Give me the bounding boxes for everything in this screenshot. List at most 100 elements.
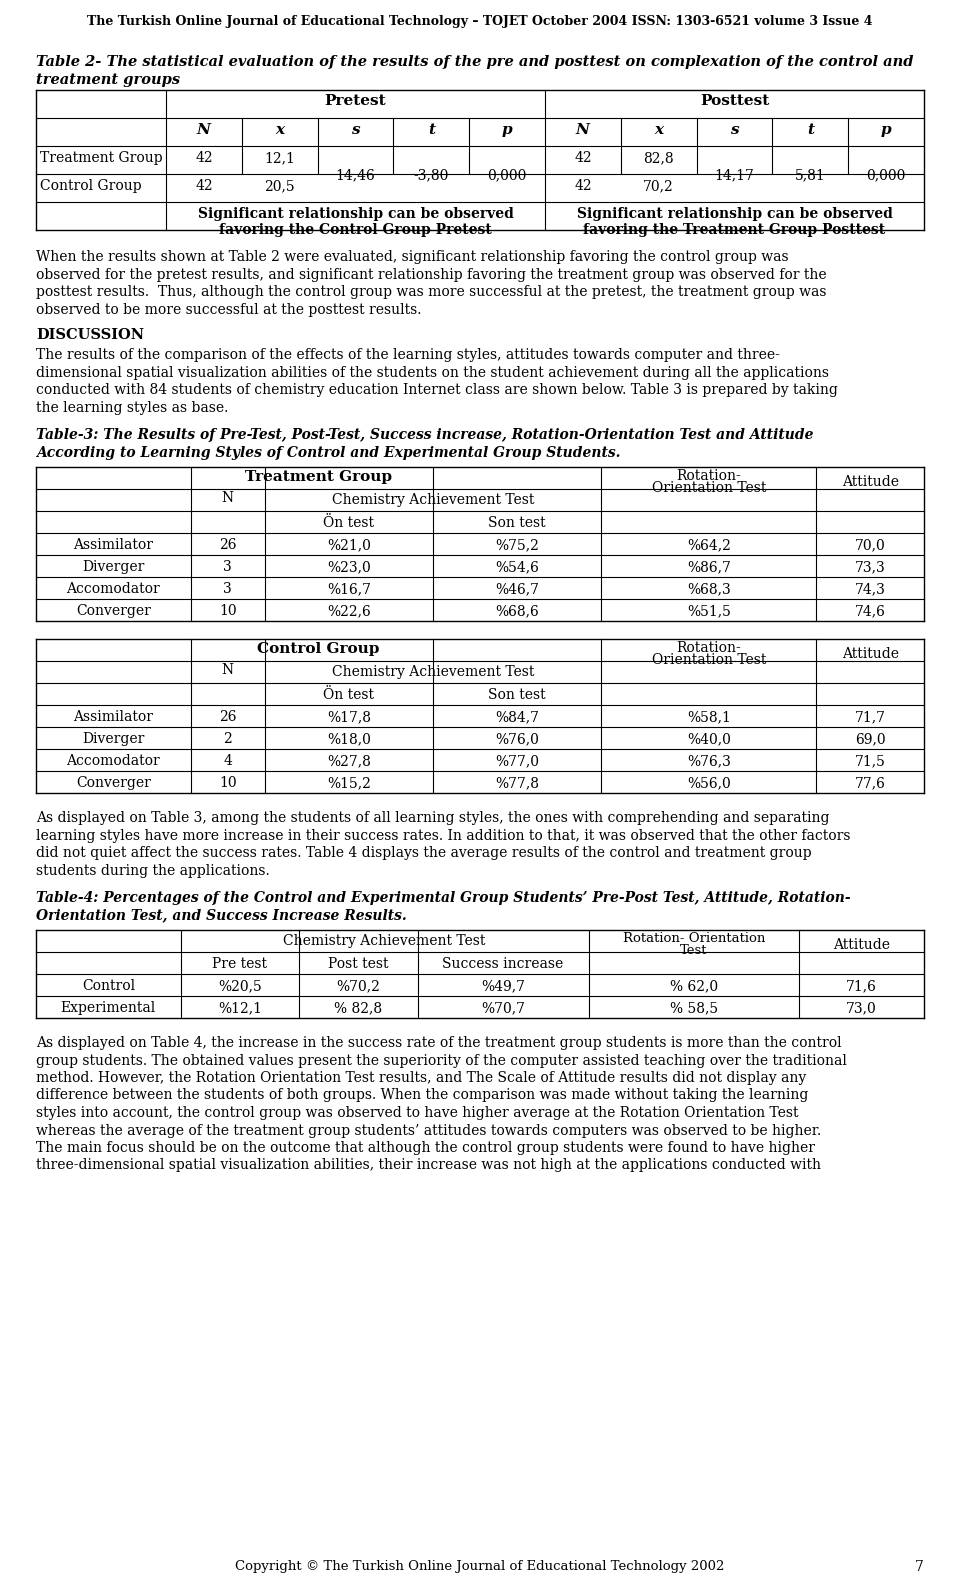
Text: %76,3: %76,3 [686, 754, 731, 768]
Text: Attitude: Attitude [833, 937, 890, 952]
Text: Son test: Son test [489, 688, 546, 702]
Text: 4: 4 [224, 754, 232, 768]
Text: Son test: Son test [489, 516, 546, 530]
Text: p: p [880, 123, 892, 137]
Text: %40,0: %40,0 [686, 732, 731, 746]
Text: three-dimensional spatial visualization abilities, their increase was not high a: three-dimensional spatial visualization … [36, 1158, 821, 1172]
Text: -3,80: -3,80 [414, 167, 449, 181]
Text: Significant relationship can be observed: Significant relationship can be observed [577, 207, 893, 221]
Text: Chemistry Achievement Test: Chemistry Achievement Test [283, 934, 486, 948]
Text: %22,6: %22,6 [327, 604, 371, 619]
Text: Pretest: Pretest [324, 95, 386, 107]
Text: DISCUSSION: DISCUSSION [36, 328, 144, 342]
Text: 26: 26 [219, 710, 236, 724]
Text: %21,0: %21,0 [327, 538, 371, 552]
Text: Attitude: Attitude [842, 647, 899, 661]
Text: Assimilator: Assimilator [73, 538, 154, 552]
Text: %84,7: %84,7 [495, 710, 539, 724]
Text: 71,7: 71,7 [854, 710, 886, 724]
Text: the learning styles as base.: the learning styles as base. [36, 401, 228, 415]
Text: Rotation-: Rotation- [677, 641, 741, 655]
Text: Assimilator: Assimilator [73, 710, 154, 724]
Text: 5,81: 5,81 [795, 167, 826, 181]
Text: observed to be more successful at the posttest results.: observed to be more successful at the po… [36, 303, 421, 317]
Text: Attitude: Attitude [842, 475, 899, 489]
Text: x: x [276, 123, 284, 137]
Text: Success increase: Success increase [443, 956, 564, 970]
Text: 3: 3 [224, 560, 232, 574]
Text: Copyright © The Turkish Online Journal of Educational Technology 2002: Copyright © The Turkish Online Journal o… [235, 1561, 725, 1573]
Text: N: N [197, 123, 211, 137]
Text: 14,46: 14,46 [336, 167, 375, 181]
Text: %77,0: %77,0 [495, 754, 539, 768]
Text: 20,5: 20,5 [264, 178, 295, 193]
Text: Orientation Test: Orientation Test [652, 653, 766, 667]
Text: %68,6: %68,6 [495, 604, 539, 619]
Text: Significant relationship can be observed: Significant relationship can be observed [198, 207, 514, 221]
Text: Posttest: Posttest [700, 95, 769, 107]
Text: Table 2- The statistical evaluation of the results of the pre and posttest on co: Table 2- The statistical evaluation of t… [36, 55, 914, 69]
Text: Control Group: Control Group [40, 178, 142, 193]
Text: Table-3: The Results of Pre-Test, Post-Test, Success increase, Rotation-Orientat: Table-3: The Results of Pre-Test, Post-T… [36, 428, 813, 442]
Text: favoring the Control Group Pretest: favoring the Control Group Pretest [219, 222, 492, 237]
Text: 70,2: 70,2 [643, 178, 674, 193]
Text: method. However, the Rotation Orientation Test results, and The Scale of Attitud: method. However, the Rotation Orientatio… [36, 1071, 806, 1086]
Text: p: p [502, 123, 513, 137]
Text: % 58,5: % 58,5 [670, 1000, 718, 1015]
Text: %77,8: %77,8 [495, 776, 539, 791]
Text: 42: 42 [195, 178, 213, 193]
Text: group students. The obtained values present the superiority of the computer assi: group students. The obtained values pres… [36, 1054, 847, 1067]
Text: When the results shown at Table 2 were evaluated, significant relationship favor: When the results shown at Table 2 were e… [36, 249, 788, 264]
Text: 0,000: 0,000 [867, 167, 906, 181]
Text: 10: 10 [219, 604, 236, 619]
Text: posttest results.  Thus, although the control group was more successful at the p: posttest results. Thus, although the con… [36, 286, 827, 298]
Text: Rotation- Orientation: Rotation- Orientation [623, 933, 765, 945]
Text: % 62,0: % 62,0 [670, 978, 718, 993]
Text: %15,2: %15,2 [327, 776, 371, 791]
Text: %68,3: %68,3 [686, 582, 731, 596]
Text: 71,6: 71,6 [846, 978, 876, 993]
Text: 10: 10 [219, 776, 236, 791]
Text: According to Learning Styles of Control and Experimental Group Students.: According to Learning Styles of Control … [36, 445, 620, 459]
Text: %70,7: %70,7 [481, 1000, 525, 1015]
Text: s: s [731, 123, 739, 137]
Text: As displayed on Table 3, among the students of all learning styles, the ones wit: As displayed on Table 3, among the stude… [36, 811, 829, 825]
Text: The results of the comparison of the effects of the learning styles, attitudes t: The results of the comparison of the eff… [36, 349, 780, 361]
Text: Accomodator: Accomodator [66, 582, 160, 596]
Text: Converger: Converger [76, 604, 151, 619]
Text: students during the applications.: students during the applications. [36, 863, 270, 877]
Text: 12,1: 12,1 [264, 151, 295, 166]
Text: favoring the Treatment Group Posttest: favoring the Treatment Group Posttest [584, 222, 885, 237]
Text: 71,5: 71,5 [854, 754, 886, 768]
Text: %54,6: %54,6 [495, 560, 539, 574]
Text: 42: 42 [195, 151, 213, 166]
Text: observed for the pretest results, and significant relationship favoring the trea: observed for the pretest results, and si… [36, 268, 827, 281]
Text: %70,2: %70,2 [336, 978, 380, 993]
Text: % 82,8: % 82,8 [334, 1000, 382, 1015]
Text: N: N [222, 491, 234, 505]
Text: Test: Test [680, 944, 708, 956]
Text: 82,8: 82,8 [643, 151, 674, 166]
Text: Chemistry Achievement Test: Chemistry Achievement Test [332, 492, 534, 507]
Text: Ön test: Ön test [324, 688, 374, 702]
Text: %46,7: %46,7 [495, 582, 539, 596]
Text: %18,0: %18,0 [327, 732, 371, 746]
Text: %75,2: %75,2 [495, 538, 539, 552]
Text: Control: Control [82, 978, 135, 993]
Text: Experimental: Experimental [60, 1000, 156, 1015]
Text: Diverger: Diverger [83, 732, 145, 746]
Text: %16,7: %16,7 [326, 582, 371, 596]
Text: treatment groups: treatment groups [36, 73, 180, 87]
Text: As displayed on Table 4, the increase in the success rate of the treatment group: As displayed on Table 4, the increase in… [36, 1037, 842, 1049]
Text: 2: 2 [224, 732, 232, 746]
Text: 3: 3 [224, 582, 232, 596]
Text: N: N [222, 663, 234, 677]
Text: conducted with 84 students of chemistry education Internet class are shown below: conducted with 84 students of chemistry … [36, 383, 838, 398]
Text: %58,1: %58,1 [686, 710, 731, 724]
Text: 0,000: 0,000 [488, 167, 527, 181]
Text: Orientation Test, and Success Increase Results.: Orientation Test, and Success Increase R… [36, 909, 407, 923]
Text: Treatment Group: Treatment Group [40, 151, 162, 166]
Text: Orientation Test: Orientation Test [652, 481, 766, 495]
Text: Post test: Post test [328, 956, 389, 970]
Text: 42: 42 [574, 151, 591, 166]
